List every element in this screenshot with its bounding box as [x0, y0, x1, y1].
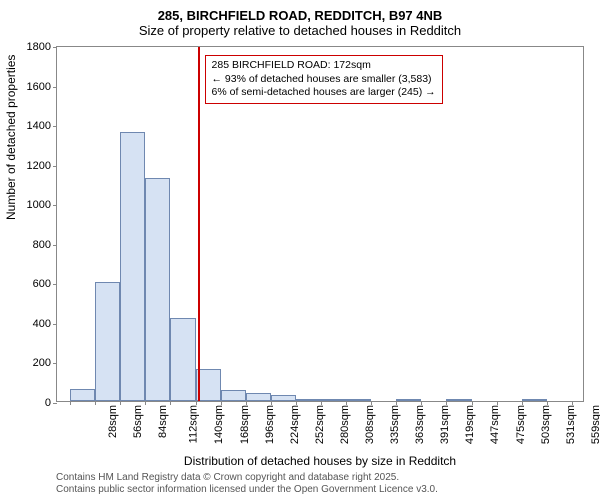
x-tick-label: 391sqm [439, 405, 451, 444]
plot-area: 02004006008001000120014001600180028sqm56… [56, 46, 584, 402]
y-axis-label: Number of detached properties [4, 55, 18, 220]
x-tick-label: 112sqm [187, 405, 199, 443]
x-tick-label: 224sqm [289, 405, 301, 444]
x-tick-label: 475sqm [515, 405, 527, 444]
x-tick-label: 531sqm [565, 405, 577, 444]
histogram-bar [70, 389, 95, 401]
annotation-line: ← 93% of detached houses are smaller (3,… [212, 73, 436, 87]
histogram-bar [246, 393, 271, 401]
x-tick-label: 308sqm [365, 405, 377, 444]
annotation-line: 6% of semi-detached houses are larger (2… [212, 86, 436, 100]
x-tick-label: 84sqm [157, 405, 169, 438]
annotation-box: 285 BIRCHFIELD ROAD: 172sqm← 93% of deta… [205, 55, 443, 104]
chart-subtitle: Size of property relative to detached ho… [0, 23, 600, 42]
x-tick-label: 56sqm [132, 405, 144, 438]
x-tick-label: 196sqm [264, 405, 276, 444]
annotation-line: 285 BIRCHFIELD ROAD: 172sqm [212, 59, 436, 73]
histogram-bar [271, 395, 296, 401]
footer-line-2: Contains public sector information licen… [56, 484, 438, 495]
x-tick-label: 503sqm [540, 405, 552, 444]
histogram-bar [321, 399, 345, 401]
x-tick-label: 252sqm [314, 405, 326, 444]
histogram-bar [346, 399, 371, 401]
x-tick-label: 363sqm [414, 405, 426, 444]
footer-line-1: Contains HM Land Registry data © Crown c… [56, 472, 399, 483]
x-tick-label: 419sqm [464, 405, 476, 444]
histogram-bar [170, 318, 195, 401]
histogram-bar [95, 282, 120, 401]
histogram-bar [221, 390, 246, 401]
histogram-bar [145, 178, 170, 401]
histogram-bar [296, 399, 321, 401]
histogram-bar [522, 399, 547, 401]
chart-title: 285, BIRCHFIELD ROAD, REDDITCH, B97 4NB [0, 0, 600, 23]
x-tick-label: 335sqm [389, 405, 401, 444]
marker-line [198, 47, 200, 401]
x-tick-label: 168sqm [239, 405, 251, 444]
histogram-bar [120, 132, 145, 401]
x-tick-label: 447sqm [490, 405, 502, 444]
x-tick-label: 140sqm [213, 405, 225, 444]
x-tick-label: 559sqm [590, 405, 600, 444]
histogram-bar [446, 399, 471, 401]
x-tick-label: 28sqm [107, 405, 119, 438]
histogram-bar [396, 399, 421, 401]
x-axis-label: Distribution of detached houses by size … [56, 454, 584, 468]
x-tick-label: 280sqm [339, 405, 351, 444]
